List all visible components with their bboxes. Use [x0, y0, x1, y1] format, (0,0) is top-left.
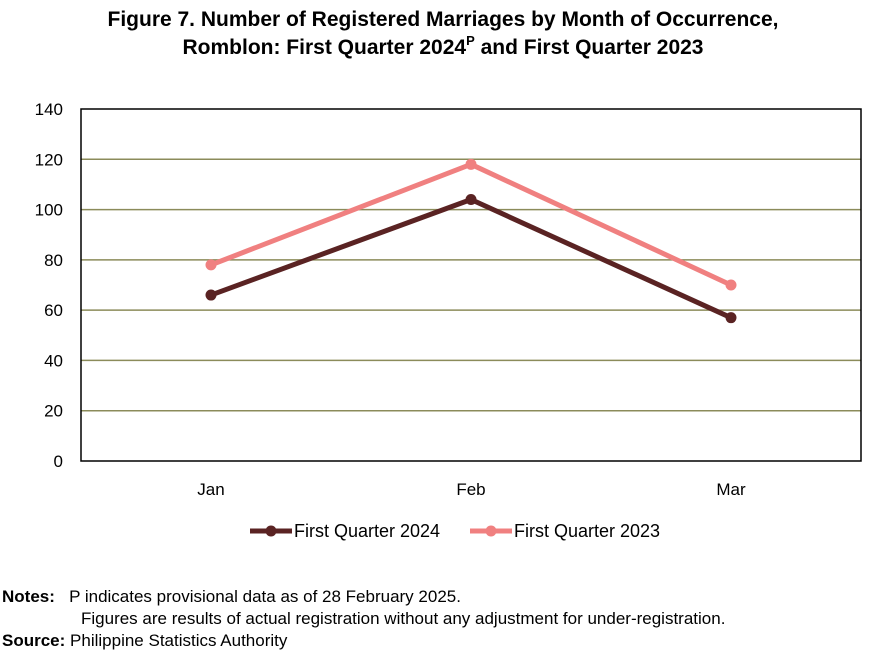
y-tick-label-20: 20	[44, 402, 63, 421]
x-axis: Jan Feb Mar	[197, 480, 746, 499]
title-line-2: Romblon: First Quarter 2024P and First Q…	[0, 34, 886, 62]
y-axis: 0 20 40 60 80 100 120 140	[35, 100, 63, 471]
notes-label: Notes:	[2, 587, 55, 606]
x-tick-label-jan: Jan	[197, 480, 224, 499]
source-row: Source: Philippine Statistics Authority	[2, 630, 725, 652]
legend-first-quarter-2024-label: First Quarter 2024	[294, 521, 440, 541]
notes-line-2: Figures are results of actual registrati…	[81, 609, 726, 628]
notes-section: Notes: P indicates provisional data as o…	[2, 586, 725, 652]
series-first-quarter-2024-point-mar	[725, 312, 737, 324]
y-tick-label-0: 0	[54, 452, 63, 471]
legend-first-quarter-2024-swatch-marker	[265, 525, 277, 537]
source-text: Philippine Statistics Authority	[70, 631, 288, 650]
y-tick-label-80: 80	[44, 251, 63, 270]
series-first-quarter-2023-point-mar	[725, 279, 737, 291]
y-tick-label-140: 140	[35, 100, 63, 119]
legend: First Quarter 2024 First Quarter 2023	[250, 521, 660, 541]
source-label: Source:	[2, 631, 66, 650]
legend-first-quarter-2023-swatch-marker	[485, 525, 497, 537]
notes-row-2: Figures are results of actual registrati…	[2, 608, 725, 630]
title-line-1: Figure 7. Number of Registered Marriages…	[107, 8, 779, 31]
title-superscript: P	[466, 33, 475, 48]
series-first-quarter-2024-point-feb	[465, 194, 477, 206]
series-first-quarter-2024-point-jan	[205, 289, 217, 301]
plot-area-border	[80, 108, 862, 462]
x-tick-label-feb: Feb	[456, 480, 485, 499]
y-tick-label-120: 120	[35, 150, 63, 169]
line-chart: 0 20 40 60 80 100 120 140 Jan Feb Mar First Quart…	[35, 100, 862, 541]
y-tick-label-100: 100	[35, 201, 63, 220]
legend-first-quarter-2023-label: First Quarter 2023	[514, 521, 660, 541]
series-first-quarter-2023-point-jan	[205, 259, 217, 271]
notes-line-1: P indicates provisional data as of 28 Fe…	[69, 587, 461, 606]
title-line-2-start: Romblon: First Quarter 2024	[182, 36, 467, 59]
y-tick-label-40: 40	[44, 351, 63, 370]
title-line-2-end: and First Quarter 2023	[474, 36, 704, 59]
series-first-quarter-2024-line	[210, 197, 733, 320]
notes-row-1: Notes: P indicates provisional data as o…	[2, 586, 725, 608]
series-first-quarter-2023-point-feb	[465, 158, 477, 170]
chart-title: Figure 7. Number of Registered Marriages…	[0, 6, 886, 62]
series-group	[205, 158, 737, 324]
x-tick-label-mar: Mar	[716, 480, 746, 499]
y-tick-label-60: 60	[44, 301, 63, 320]
